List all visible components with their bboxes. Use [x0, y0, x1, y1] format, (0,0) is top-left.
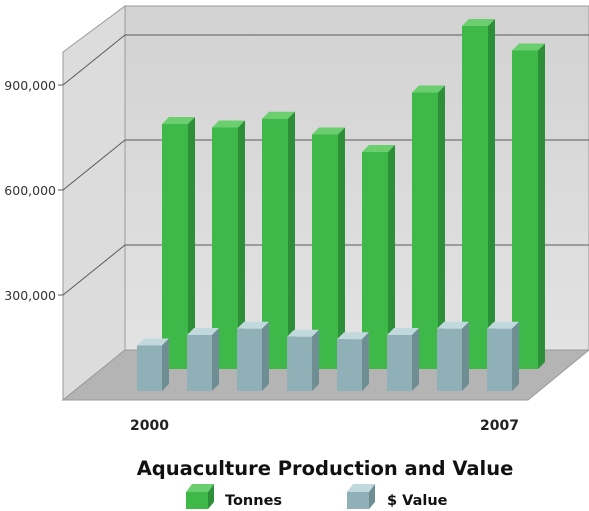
bar-value-2004-front: [337, 339, 362, 391]
legend-label-tonnes: Tonnes: [225, 493, 282, 509]
bar-value-2006-side: [462, 321, 469, 391]
x-tick-label: 2007: [480, 418, 519, 434]
bar-tonnes-2007-side: [538, 43, 545, 369]
bar-tonnes-2005-front: [412, 92, 438, 369]
bar-value-2003-side: [312, 329, 319, 391]
bar-value-2004: [337, 332, 369, 391]
bar-tonnes-2000-side: [188, 117, 195, 369]
gridline: [62, 34, 589, 86]
left-wall: [62, 5, 126, 402]
bar-value-2004-side: [362, 332, 369, 391]
legend-swatch-value-top: [347, 484, 375, 492]
legend-swatch-tonnes: [186, 492, 208, 509]
bar-tonnes-2006-side: [488, 19, 495, 369]
chart-title: Aquaculture Production and Value: [137, 457, 514, 480]
x-tick-label: 2000: [130, 418, 169, 434]
y-tick-label: 300,000: [4, 288, 56, 303]
legend-swatch-value: [347, 492, 369, 509]
bar-value-2002-top: [237, 321, 269, 329]
bar-tonnes-2006-top: [462, 19, 495, 26]
y-axis-ticks: 300,000 600,000 900,000: [4, 78, 63, 303]
bar-tonnes-2000: [162, 117, 195, 369]
bar-value-2001-side: [212, 328, 219, 391]
legend: Tonnes $ Value: [186, 484, 448, 509]
bar-tonnes-2005-top: [412, 85, 445, 93]
bar-value-2002-front: [237, 328, 262, 391]
bar-tonnes-2004-side: [388, 145, 395, 369]
bar-value-2006: [437, 321, 469, 391]
bar-tonnes-2004-top: [362, 145, 395, 152]
bar-value-2003-top: [287, 329, 319, 337]
bar-value-2005-top: [387, 328, 419, 335]
bar-value-2005: [387, 328, 419, 391]
x-axis-ticks: 2000 2007: [130, 418, 519, 434]
bar-value-2003: [287, 329, 319, 391]
bar-tonnes-2000-top: [162, 117, 195, 124]
bar-value-2001: [187, 328, 219, 391]
bar-value-2007-top: [487, 321, 519, 329]
y-tick-label: 900,000: [4, 78, 56, 93]
bar-value-2007: [487, 321, 519, 391]
bar-tonnes-2000-front: [162, 124, 188, 369]
bar-tonnes-2005-side: [438, 85, 445, 369]
bar-value-2000-top: [137, 338, 169, 346]
bar-value-2002: [237, 321, 269, 391]
bar-tonnes-2003-top: [312, 127, 345, 135]
bar-value-2005-front: [387, 335, 412, 391]
bar-tonnes-2007-front: [512, 50, 538, 369]
bar-tonnes-2001-top: [212, 120, 245, 128]
bar-value-2000: [137, 338, 169, 391]
bar-value-2001-front: [187, 335, 212, 391]
bar-value-2006-front: [437, 328, 462, 391]
bar-tonnes-2006: [462, 19, 495, 369]
bar-tonnes-2006-front: [462, 26, 488, 369]
bar-value-2005-side: [412, 328, 419, 391]
bar-value-2002-side: [262, 321, 269, 391]
bar-value-2007-front: [487, 328, 512, 391]
bar-value-2000-side: [162, 338, 169, 391]
bars: [137, 19, 545, 391]
bar-value-2006-top: [437, 321, 469, 329]
legend-swatch-tonnes-top: [186, 484, 214, 492]
bar-value-2000-front: [137, 345, 162, 391]
bar-value-2007-side: [512, 321, 519, 391]
y-tick-label: 600,000: [4, 183, 56, 198]
bar-value-2001-top: [187, 328, 219, 335]
bar-tonnes-2001-side: [238, 120, 245, 369]
bar-value-2004-top: [337, 332, 369, 340]
legend-swatch-tonnes-side: [208, 484, 214, 509]
bar-tonnes-2002-top: [262, 111, 295, 119]
legend-item-value: $ Value: [347, 484, 448, 509]
bar-tonnes-2005: [412, 85, 445, 369]
bar-value-2003-front: [287, 336, 312, 391]
bar-tonnes-2007: [512, 43, 545, 369]
legend-label-value: $ Value: [387, 493, 448, 509]
bar-tonnes-2002-side: [288, 111, 295, 369]
legend-item-tonnes: Tonnes: [186, 484, 282, 509]
legend-swatch-value-side: [369, 484, 375, 509]
bar-tonnes-2007-top: [512, 43, 545, 51]
bar-tonnes-2003-side: [338, 127, 345, 369]
